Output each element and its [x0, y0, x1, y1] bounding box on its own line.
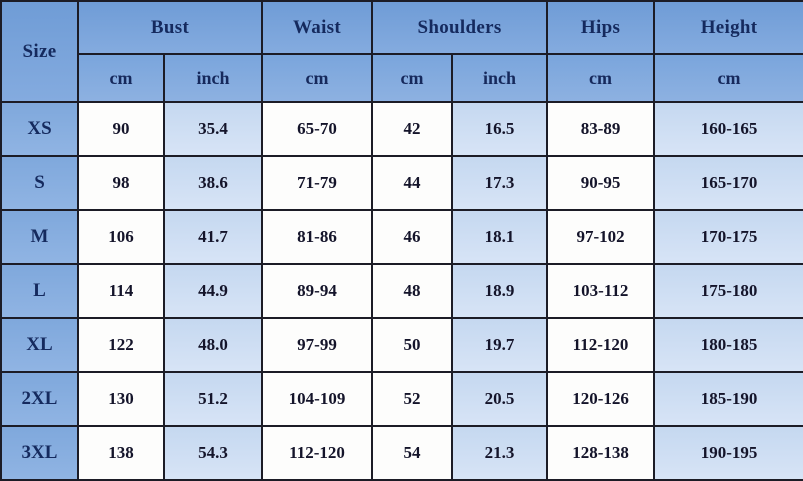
size-label: 2XL	[0, 371, 79, 427]
header-shoulders: Shoulders	[371, 0, 549, 55]
unit-hips-cm: cm	[546, 53, 656, 103]
table-row-xl: XL 122 48.0 97-99 50 19.7 112-120 180-18…	[0, 317, 803, 373]
cell-waist-cm: 65-70	[261, 101, 374, 157]
cell-bust-cm: 106	[77, 209, 165, 265]
header-size: Size	[0, 0, 79, 103]
cell-bust-cm: 122	[77, 317, 165, 373]
header-unit-row: cm inch cm cm inch cm cm	[1, 53, 803, 103]
table-row-2xl: 2XL 130 51.2 104-109 52 20.5 120-126 185…	[0, 371, 803, 427]
unit-shoulders-inch: inch	[451, 53, 549, 103]
cell-bust-cm: 130	[77, 371, 165, 427]
unit-bust-inch: inch	[162, 53, 264, 103]
cell-bust-cm: 114	[77, 263, 165, 319]
cell-shoulders-cm: 50	[371, 317, 454, 373]
size-label: S	[0, 155, 79, 211]
cell-height-cm: 170-175	[653, 209, 803, 265]
table-row-xs: XS 90 35.4 65-70 42 16.5 83-89 160-165	[0, 101, 803, 157]
cell-shoulders-cm: 52	[371, 371, 454, 427]
unit-shoulders-cm: cm	[371, 53, 454, 103]
cell-shoulders-inch: 18.9	[451, 263, 549, 319]
cell-waist-cm: 97-99	[261, 317, 374, 373]
cell-shoulders-cm: 42	[371, 101, 454, 157]
cell-height-cm: 165-170	[653, 155, 803, 211]
size-label: XL	[0, 317, 79, 373]
cell-bust-inch: 35.4	[162, 101, 264, 157]
cell-bust-cm: 90	[77, 101, 165, 157]
header-group-row: Size Bust Waist Shoulders Hips Height	[0, 0, 803, 103]
header-waist: Waist	[261, 0, 374, 55]
cell-shoulders-inch: 21.3	[451, 425, 549, 481]
cell-shoulders-cm: 48	[371, 263, 454, 319]
cell-waist-cm: 89-94	[261, 263, 374, 319]
table-row-3xl: 3XL 138 54.3 112-120 54 21.3 128-138 190…	[0, 425, 803, 481]
cell-bust-inch: 54.3	[162, 425, 264, 481]
unit-waist-cm: cm	[261, 53, 374, 103]
size-label: XS	[0, 101, 79, 157]
header-height: Height	[653, 0, 803, 55]
header-bust: Bust	[76, 0, 264, 55]
cell-hips-cm: 90-95	[546, 155, 656, 211]
size-label: L	[0, 263, 79, 319]
cell-hips-cm: 83-89	[546, 101, 656, 157]
cell-waist-cm: 104-109	[261, 371, 374, 427]
cell-bust-inch: 38.6	[162, 155, 264, 211]
cell-waist-cm: 112-120	[261, 425, 374, 481]
header-hips: Hips	[546, 0, 656, 55]
cell-hips-cm: 128-138	[546, 425, 656, 481]
cell-bust-cm: 138	[77, 425, 165, 481]
cell-shoulders-inch: 18.1	[451, 209, 549, 265]
cell-height-cm: 175-180	[653, 263, 803, 319]
cell-hips-cm: 103-112	[546, 263, 656, 319]
cell-hips-cm: 112-120	[546, 317, 656, 373]
cell-shoulders-cm: 54	[371, 425, 454, 481]
cell-bust-inch: 51.2	[162, 371, 264, 427]
unit-bust-cm: cm	[77, 53, 165, 103]
cell-height-cm: 160-165	[653, 101, 803, 157]
cell-bust-inch: 48.0	[162, 317, 264, 373]
cell-bust-cm: 98	[77, 155, 165, 211]
cell-hips-cm: 120-126	[546, 371, 656, 427]
cell-shoulders-cm: 46	[371, 209, 454, 265]
cell-shoulders-inch: 17.3	[451, 155, 549, 211]
table-row-s: S 98 38.6 71-79 44 17.3 90-95 165-170	[0, 155, 803, 211]
cell-waist-cm: 81-86	[261, 209, 374, 265]
cell-bust-inch: 44.9	[162, 263, 264, 319]
cell-shoulders-inch: 19.7	[451, 317, 549, 373]
cell-waist-cm: 71-79	[261, 155, 374, 211]
size-label: M	[0, 209, 79, 265]
cell-height-cm: 180-185	[653, 317, 803, 373]
size-label: 3XL	[0, 425, 79, 481]
cell-shoulders-inch: 16.5	[451, 101, 549, 157]
cell-bust-inch: 41.7	[162, 209, 264, 265]
table-row-m: M 106 41.7 81-86 46 18.1 97-102 170-175	[0, 209, 803, 265]
cell-height-cm: 190-195	[653, 425, 803, 481]
cell-shoulders-inch: 20.5	[451, 371, 549, 427]
table-row-l: L 114 44.9 89-94 48 18.9 103-112 175-180	[0, 263, 803, 319]
cell-height-cm: 185-190	[653, 371, 803, 427]
unit-height-cm: cm	[653, 53, 803, 103]
cell-shoulders-cm: 44	[371, 155, 454, 211]
cell-hips-cm: 97-102	[546, 209, 656, 265]
